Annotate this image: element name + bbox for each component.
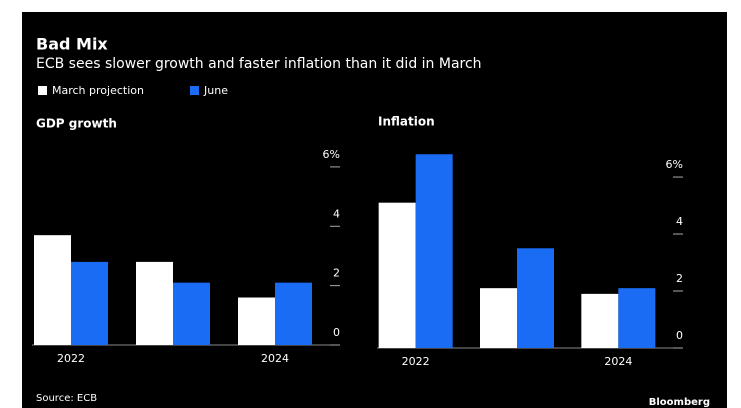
chart-title: GDP growth — [36, 117, 117, 131]
bar — [581, 293, 619, 348]
bar — [517, 248, 554, 348]
y-tick-label: 4 — [333, 207, 340, 220]
bar — [136, 261, 173, 345]
y-tick-label: 0 — [333, 326, 340, 339]
legend-label: June — [203, 84, 228, 97]
legend-swatch — [190, 86, 199, 95]
y-tick-label: 2 — [333, 267, 340, 280]
bar — [71, 261, 108, 345]
legend-swatch — [38, 86, 47, 95]
bar — [173, 282, 210, 345]
y-tick-label: 6% — [666, 158, 683, 171]
y-tick-label: 6% — [323, 148, 340, 161]
bar — [618, 288, 656, 348]
bar — [34, 235, 71, 345]
chart-title: Inflation — [378, 115, 435, 129]
brand: Bloomberg — [649, 397, 710, 408]
x-tick-label: 2022 — [57, 352, 85, 365]
source: Source: ECB — [36, 393, 97, 404]
x-tick-label: 2022 — [402, 355, 430, 368]
legend-label: March projection — [52, 84, 144, 97]
title: Bad Mix — [36, 35, 108, 54]
y-tick-label: 0 — [676, 329, 683, 342]
subtitle: ECB sees slower growth and faster inflat… — [36, 56, 482, 72]
bar — [378, 202, 416, 348]
bar — [480, 288, 517, 348]
bar — [415, 154, 453, 348]
y-tick-label: 4 — [676, 215, 683, 228]
x-tick-label: 2024 — [261, 352, 289, 365]
x-tick-label: 2024 — [604, 355, 632, 368]
bar — [238, 297, 275, 345]
bar — [275, 282, 312, 345]
y-tick-label: 2 — [676, 272, 683, 285]
